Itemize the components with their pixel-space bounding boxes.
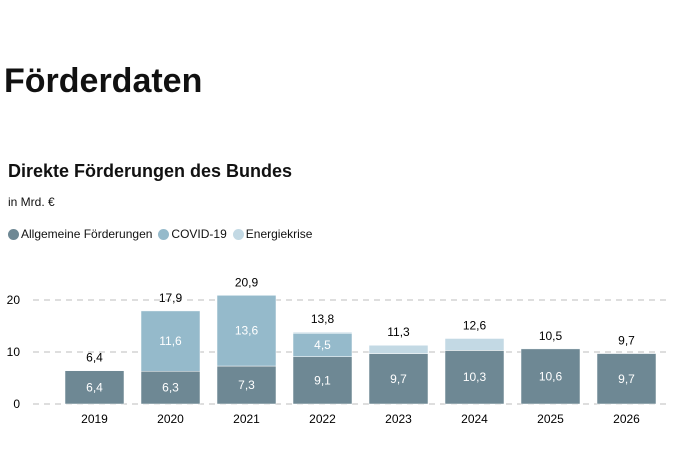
bar-segment xyxy=(64,370,125,405)
x-tick-label: 2022 xyxy=(309,412,336,426)
bar-total-label: 13,8 xyxy=(311,312,335,326)
legend-item: COVID-19 xyxy=(158,227,227,241)
bar-total-label: 20,9 xyxy=(235,275,259,289)
y-tick-label: 0 xyxy=(13,397,20,411)
bar-value-label: 11,6 xyxy=(159,334,182,348)
bar-segment xyxy=(444,338,505,351)
bar-total-label: 11,3 xyxy=(387,325,410,339)
bar-segment xyxy=(596,353,657,405)
x-tick-label: 2024 xyxy=(461,412,488,426)
legend-label: Energiekrise xyxy=(245,227,313,241)
chart-subtitle: in Mrd. € xyxy=(8,195,55,209)
legend-swatch-icon xyxy=(8,228,19,240)
bar-segment xyxy=(216,295,277,367)
y-tick-label: 10 xyxy=(7,345,21,359)
bar-value-label: 4,5 xyxy=(314,338,331,352)
x-tick-label: 2021 xyxy=(233,412,260,426)
bar-total-label: 9,7 xyxy=(618,334,635,348)
bar-value-label: 6,4 xyxy=(86,380,103,394)
legend-item: Energiekrise xyxy=(232,227,313,241)
bar-total-label: 12,6 xyxy=(463,318,487,332)
bar-value-label: 6,3 xyxy=(162,381,179,395)
x-tick-label: 2025 xyxy=(537,412,564,426)
bar-segment xyxy=(368,344,429,354)
bar-segment xyxy=(520,348,581,405)
bar-segment xyxy=(216,365,277,405)
page-title: Förderdaten xyxy=(4,62,203,100)
x-tick-label: 2020 xyxy=(157,412,184,426)
x-tick-label: 2023 xyxy=(385,412,412,426)
bar-value-label: 13,6 xyxy=(235,324,259,338)
x-tick-label: 2026 xyxy=(613,412,640,426)
legend-item: Allgemeine Förderungen xyxy=(8,227,152,241)
bar-total-label: 10,5 xyxy=(539,329,563,343)
bar-value-label: 9,1 xyxy=(314,373,331,387)
bar-value-label: 7,3 xyxy=(238,378,255,392)
x-tick-label: 2019 xyxy=(81,412,108,426)
bar-segment xyxy=(140,370,201,405)
bar-segment xyxy=(292,331,353,334)
bar-value-label: 10,3 xyxy=(463,370,487,384)
bar-total-label: 17,9 xyxy=(159,291,183,305)
bar-value-label: 9,7 xyxy=(390,372,407,386)
bar-segment xyxy=(368,353,429,405)
bar-total-label: 6,4 xyxy=(86,351,103,365)
bar-value-label: 9,7 xyxy=(618,372,635,386)
legend-label: Allgemeine Förderungen xyxy=(21,227,153,241)
bar-segment xyxy=(140,310,201,372)
legend-swatch-icon xyxy=(158,228,170,240)
legend-swatch-icon xyxy=(232,228,244,240)
legend-label: COVID-19 xyxy=(171,227,227,241)
legend: Allgemeine Förderungen COVID-19 Energiek… xyxy=(8,227,318,241)
bar-value-label: 10,6 xyxy=(539,369,563,383)
y-tick-label: 20 xyxy=(7,293,21,307)
chart-title: Direkte Förderungen des Bundes xyxy=(8,161,293,181)
